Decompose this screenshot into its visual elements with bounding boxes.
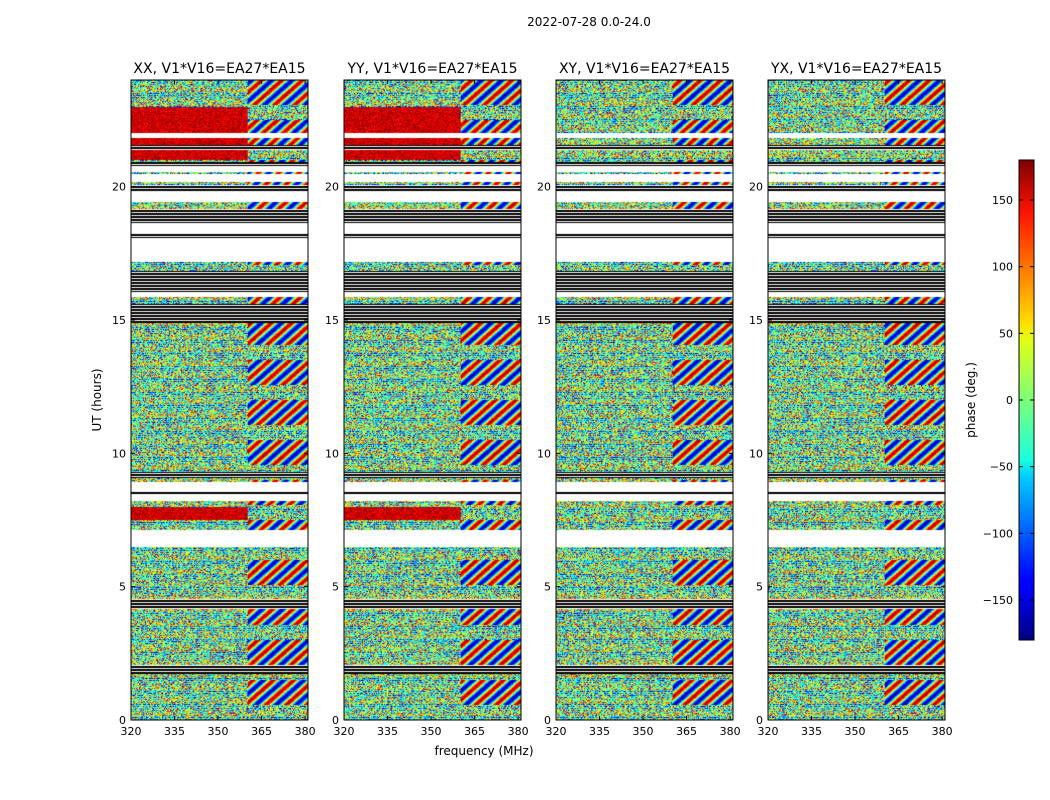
- colorbar-tick-label: −50: [990, 461, 1013, 474]
- panel-xx: XX, V1*V16=EA27*EA15 320 335 350 365 380 0 5 10 1…: [112, 61, 316, 738]
- panel-yy-title: YY, V1*V16=EA27*EA15: [346, 61, 517, 77]
- x-tick-label: 320: [334, 725, 355, 738]
- y-axis-label: UT (hours): [90, 368, 104, 431]
- x-tick-label: 365: [676, 725, 697, 738]
- x-tick-label: 350: [208, 725, 229, 738]
- panel-yx-frame: [767, 79, 946, 721]
- colorbar-tick-label: 50: [999, 327, 1013, 340]
- panel-xy: XY, V1*V16=EA27*EA15 320 335 350 365 380 0 5 10 1…: [537, 61, 741, 738]
- y-tick-label: 20: [112, 181, 126, 194]
- y-tick-label: 10: [325, 447, 339, 460]
- y-tick-label: 15: [325, 314, 339, 327]
- colorbar-tick-label: −100: [983, 527, 1013, 540]
- x-tick-label: 320: [758, 725, 779, 738]
- panel-xy-frame: [555, 79, 734, 721]
- x-tick-label: 380: [720, 725, 741, 738]
- y-tick-label: 5: [544, 581, 551, 594]
- y-tick-label: 10: [537, 447, 551, 460]
- panel-xx-frame: [130, 79, 309, 721]
- panel-yx-title: YX, V1*V16=EA27*EA15: [770, 61, 942, 77]
- y-tick-label: 0: [119, 714, 126, 727]
- panel-yx-heatmap: [768, 80, 945, 720]
- x-tick-label: 365: [888, 725, 909, 738]
- colorbar: 150 100 50 0 −50 −100 −150 phase (deg.): [964, 159, 1035, 641]
- y-tick-label: 10: [749, 447, 763, 460]
- x-tick-label: 335: [589, 725, 610, 738]
- y-tick-label: 5: [756, 581, 763, 594]
- colorbar-tick-label: 100: [992, 261, 1013, 274]
- panel-yy: YY, V1*V16=EA27*EA15 320 335 350 365 380 0 5 10 1…: [325, 61, 529, 738]
- colorbar-tick-label: −150: [983, 594, 1013, 607]
- x-tick-label: 335: [801, 725, 822, 738]
- x-tick-label: 365: [251, 725, 272, 738]
- x-tick-label: 335: [164, 725, 185, 738]
- y-tick-label: 0: [756, 714, 763, 727]
- x-tick-label: 335: [377, 725, 398, 738]
- panel-xx-heatmap: [131, 80, 308, 720]
- x-tick-label: 380: [932, 725, 953, 738]
- panel-xy-heatmap: [556, 80, 733, 720]
- colorbar-tick-label: 0: [1006, 394, 1013, 407]
- y-tick-label: 20: [537, 181, 551, 194]
- panels: XX, V1*V16=EA27*EA15 320 335 350 365 380 0 5 10 1…: [112, 61, 953, 738]
- colorbar-tick-label: 150: [992, 194, 1013, 207]
- x-tick-label: 320: [121, 725, 142, 738]
- y-tick-label: 20: [325, 181, 339, 194]
- y-tick-label: 15: [749, 314, 763, 327]
- x-axis-label: frequency (MHz): [434, 744, 533, 758]
- y-tick-label: 5: [332, 581, 339, 594]
- panel-yx: YX, V1*V16=EA27*EA15 320 335 350 365 380 0 5 10 1…: [749, 61, 953, 738]
- colorbar-ticks: 150 100 50 0 −50 −100 −150: [983, 194, 1034, 607]
- figure-suptitle: 2022-07-28 0.0-24.0: [527, 15, 651, 29]
- x-tick-label: 350: [421, 725, 442, 738]
- x-tick-label: 320: [546, 725, 567, 738]
- y-tick-label: 10: [112, 447, 126, 460]
- y-tick-label: 15: [112, 314, 126, 327]
- x-tick-label: 380: [508, 725, 529, 738]
- x-tick-label: 350: [845, 725, 866, 738]
- x-tick-label: 365: [464, 725, 485, 738]
- y-tick-label: 0: [332, 714, 339, 727]
- x-tick-label: 380: [295, 725, 316, 738]
- y-tick-label: 20: [749, 181, 763, 194]
- panel-yy-frame: [343, 79, 522, 721]
- y-tick-label: 0: [544, 714, 551, 727]
- y-tick-label: 5: [119, 581, 126, 594]
- colorbar-label: phase (deg.): [964, 362, 978, 438]
- panel-xy-title: XY, V1*V16=EA27*EA15: [559, 61, 730, 77]
- x-tick-label: 350: [633, 725, 654, 738]
- panel-xx-title: XX, V1*V16=EA27*EA15: [133, 61, 305, 77]
- panel-yy-heatmap: [344, 80, 521, 720]
- y-tick-label: 15: [537, 314, 551, 327]
